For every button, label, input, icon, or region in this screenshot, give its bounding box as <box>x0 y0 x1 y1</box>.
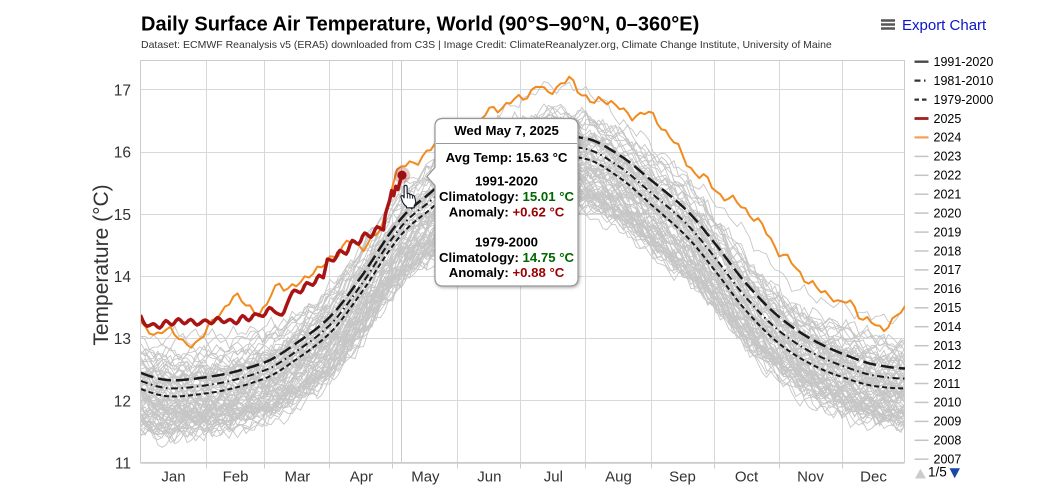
svg-text:12: 12 <box>114 393 131 410</box>
svg-text:2014: 2014 <box>934 320 962 334</box>
svg-text:Temperature (°C): Temperature (°C) <box>90 184 113 345</box>
svg-text:17: 17 <box>114 83 131 100</box>
svg-text:15: 15 <box>114 207 131 224</box>
svg-text:1981-2010: 1981-2010 <box>934 74 994 88</box>
svg-text:Wed May 7, 2025: Wed May 7, 2025 <box>454 123 559 138</box>
svg-text:2020: 2020 <box>934 206 962 220</box>
svg-text:2009: 2009 <box>934 415 962 429</box>
svg-text:Sep: Sep <box>669 469 696 486</box>
svg-text:Oct: Oct <box>735 469 759 486</box>
svg-text:2017: 2017 <box>934 263 962 277</box>
svg-text:2023: 2023 <box>934 150 962 164</box>
svg-text:Jul: Jul <box>544 469 563 486</box>
svg-text:2021: 2021 <box>934 188 962 202</box>
svg-text:2016: 2016 <box>934 282 962 296</box>
svg-text:2013: 2013 <box>934 339 962 353</box>
svg-text:2022: 2022 <box>934 169 962 183</box>
svg-text:14: 14 <box>114 269 132 286</box>
svg-text:Dec: Dec <box>860 469 887 486</box>
svg-text:Daily Surface Air Temperature,: Daily Surface Air Temperature, World (90… <box>141 14 699 36</box>
svg-text:Feb: Feb <box>223 469 249 486</box>
svg-text:2015: 2015 <box>934 301 962 315</box>
svg-text:2007: 2007 <box>934 453 962 467</box>
svg-text:Apr: Apr <box>350 469 373 486</box>
svg-text:Anomaly: +0.62 °C: Anomaly: +0.62 °C <box>449 205 565 220</box>
svg-text:Nov: Nov <box>797 469 824 486</box>
svg-text:13: 13 <box>114 331 131 348</box>
svg-text:2010: 2010 <box>934 396 962 410</box>
svg-text:Dataset: ECMWF Reanalysis v5 (: Dataset: ECMWF Reanalysis v5 (ERA5) down… <box>141 39 832 51</box>
svg-text:2025: 2025 <box>934 112 962 126</box>
svg-text:Climatology: 15.01 °C: Climatology: 15.01 °C <box>439 189 574 204</box>
svg-text:May: May <box>411 469 440 486</box>
svg-text:11: 11 <box>115 456 131 473</box>
svg-text:Anomaly: +0.88 °C: Anomaly: +0.88 °C <box>449 265 565 280</box>
svg-text:Aug: Aug <box>605 469 632 486</box>
svg-text:2024: 2024 <box>934 131 962 145</box>
svg-text:2018: 2018 <box>934 244 962 258</box>
svg-text:2008: 2008 <box>934 434 962 448</box>
svg-text:Jan: Jan <box>161 469 185 486</box>
svg-text:2019: 2019 <box>934 225 962 239</box>
svg-text:2012: 2012 <box>934 358 962 372</box>
svg-text:16: 16 <box>114 145 131 162</box>
svg-text:1991-2020: 1991-2020 <box>934 55 994 69</box>
svg-text:Export Chart: Export Chart <box>902 17 987 34</box>
svg-text:2011: 2011 <box>934 377 961 391</box>
svg-text:1979-2000: 1979-2000 <box>475 235 538 250</box>
svg-text:1/5: 1/5 <box>928 465 947 480</box>
svg-text:Jun: Jun <box>477 469 501 486</box>
svg-text:1979-2000: 1979-2000 <box>934 93 994 107</box>
svg-text:Avg Temp: 15.63 °C: Avg Temp: 15.63 °C <box>446 150 568 165</box>
svg-text:Climatology: 14.75 °C: Climatology: 14.75 °C <box>439 250 574 265</box>
svg-text:1991-2020: 1991-2020 <box>475 174 538 189</box>
svg-text:Mar: Mar <box>284 469 310 486</box>
